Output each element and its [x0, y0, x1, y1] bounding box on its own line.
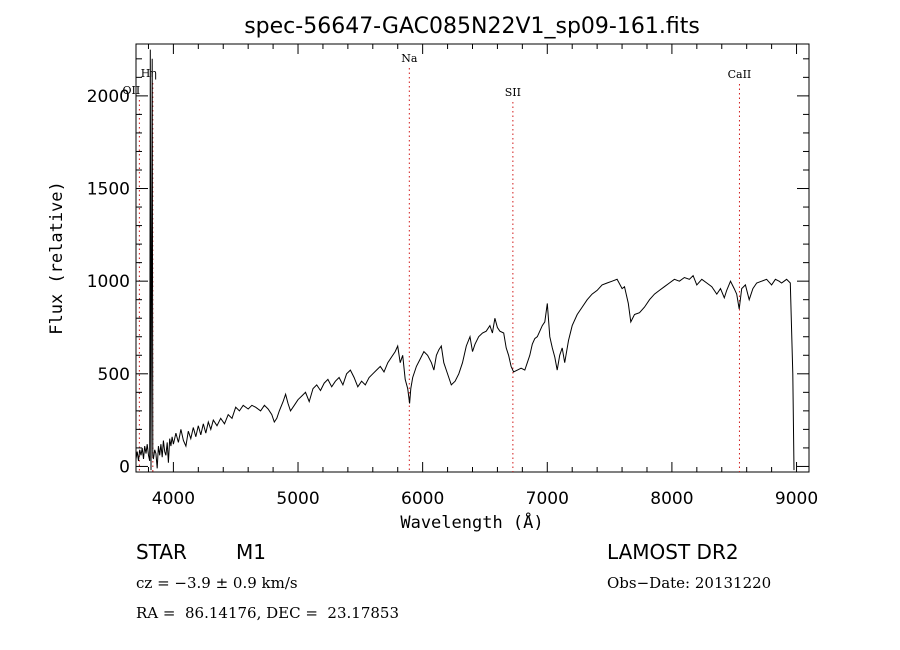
spectrum-line [135, 49, 795, 471]
axis-ticks [136, 44, 809, 472]
class-label: STAR [136, 540, 187, 564]
y-tick-label: 2000 [87, 87, 130, 107]
survey-label: LAMOST DR2 [607, 540, 739, 564]
x-tick-label: 7000 [526, 489, 569, 509]
y-tick-label: 1000 [87, 272, 130, 292]
y-tick-label: 500 [98, 365, 130, 385]
x-axis-label: Wavelength (Å) [400, 511, 543, 533]
x-tick-label: 8000 [650, 489, 693, 509]
y-axis-label: Flux (relative) [47, 181, 67, 335]
chart-title: spec-56647-GAC085N22V1_sp09-161.fits [244, 14, 700, 39]
y-tick-label: 0 [119, 457, 130, 477]
redshift-text: cz = −3.9 ± 0.9 km/s [136, 574, 298, 592]
x-tick-label: 4000 [152, 489, 195, 509]
reference-line-label: CaII [728, 68, 752, 81]
reference-line-label: Na [401, 52, 418, 65]
x-tick-label: 6000 [401, 489, 444, 509]
subclass-label: M1 [236, 540, 266, 564]
reference-line-label: OII [123, 84, 141, 97]
obs-date-text: Obs−Date: 20131220 [607, 574, 772, 592]
x-tick-label: 5000 [276, 489, 319, 509]
radec-text: RA = 86.14176, DEC = 23.17853 [136, 604, 400, 622]
reference-line-label: Hη [141, 67, 157, 80]
x-tick-label: 9000 [775, 489, 818, 509]
y-tick-label: 1500 [87, 180, 130, 200]
axis-tick-labels: 4000 5000 6000 7000 8000 9000 0 500 1000 1500 2000 [87, 87, 818, 509]
reference-line-label: SII [505, 86, 521, 99]
